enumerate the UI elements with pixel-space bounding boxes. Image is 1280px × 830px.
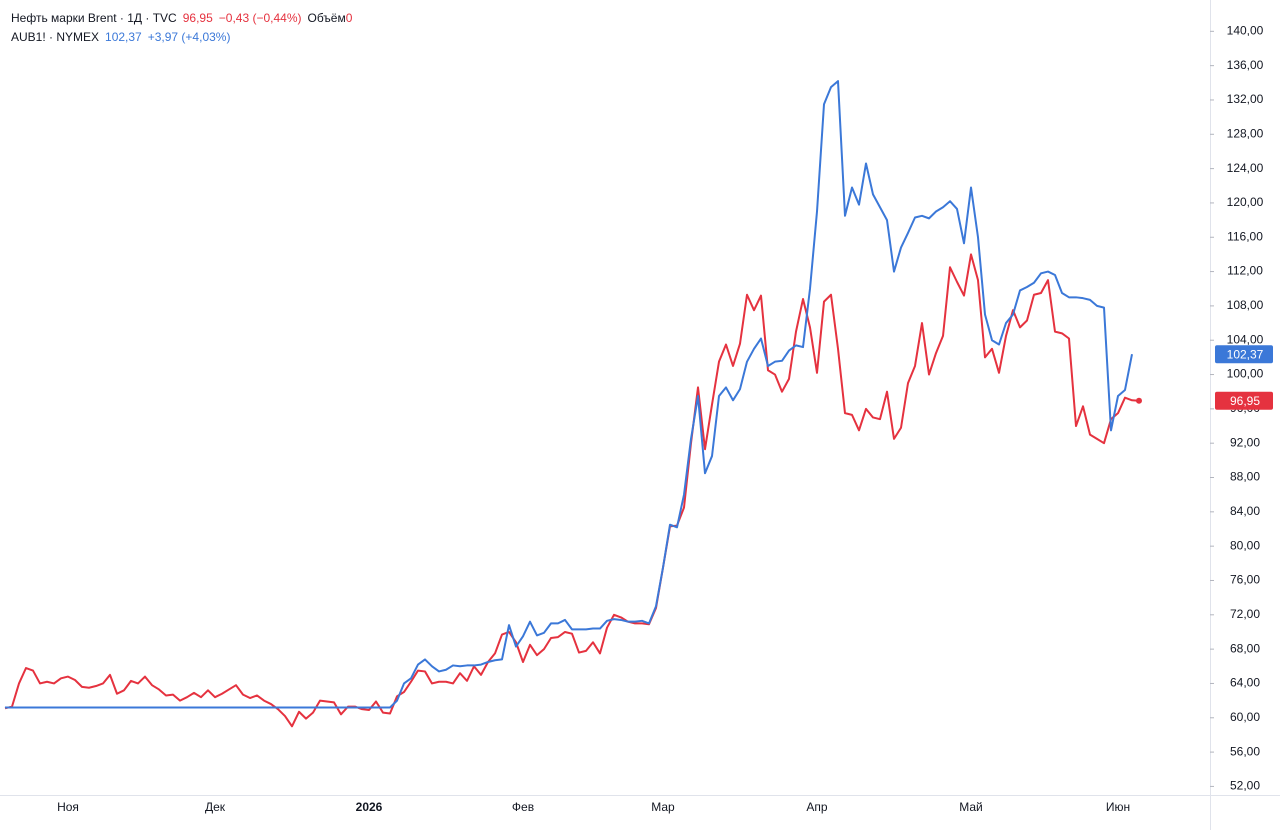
last-point	[1136, 397, 1142, 404]
y-tick-label: 108,00	[1227, 298, 1264, 312]
x-tick-label: Май	[959, 800, 983, 814]
y-tick-label: 80,00	[1230, 538, 1260, 552]
y-tick-label: 112,00	[1227, 264, 1263, 278]
x-tick-label: Апр	[806, 800, 828, 814]
legend-volume-value: 0	[345, 11, 353, 25]
series-line	[4, 253, 1140, 728]
series-line	[5, 80, 1133, 709]
axes: 52,00 56,00 60,00 64,00 68,00 72,00 76,00 80,00…	[57, 23, 1273, 814]
x-tick-label: 2026	[356, 800, 383, 814]
y-tick-label: 84,00	[1230, 504, 1260, 518]
y-tick-label: 120,00	[1227, 195, 1264, 209]
y-tick-label: 100,00	[1227, 367, 1264, 381]
price-badge	[1215, 345, 1273, 364]
x-tick-label: Ноя	[57, 800, 79, 814]
y-tick-label: 128,00	[1227, 126, 1264, 140]
price-badge-label: 96,95	[1230, 394, 1260, 408]
x-tick-label: Фев	[512, 800, 534, 814]
y-tick-label: 64,00	[1230, 676, 1260, 690]
y-tick-label: 116,00	[1227, 229, 1263, 243]
y-tick-label: 104,00	[1227, 332, 1264, 346]
y-tick-label: 56,00	[1230, 744, 1260, 758]
y-tick-label: 68,00	[1230, 641, 1260, 655]
y-tick-label: 132,00	[1227, 92, 1264, 106]
legend-name: Нефть марки Brent · 1Д · TVC	[11, 11, 177, 25]
price-badge	[1215, 391, 1273, 410]
y-tick-label: 72,00	[1230, 607, 1260, 621]
legend-name: AUB1! · NYMEX	[11, 30, 100, 44]
legend-row: AUB1! · NYMEX 102,37 +3,97 (+4,03%)	[11, 30, 236, 44]
price-badge-label: 102,37	[1227, 347, 1264, 361]
y-tick-label: 140,00	[1227, 23, 1264, 37]
y-tick-label: 124,00	[1227, 161, 1264, 175]
y-tick-label: 136,00	[1227, 58, 1264, 72]
y-tick-label: 88,00	[1230, 470, 1260, 484]
legend-value: 96,95	[182, 11, 213, 25]
legend-value: 102,37	[105, 30, 142, 44]
legend-row: Нефть марки Brent · 1Д · TVC 96,95 −0,43 (…	[11, 11, 358, 25]
legend-change: +3,97 (+4,03%)	[147, 30, 231, 44]
y-tick-label: 92,00	[1230, 435, 1260, 449]
y-tick-label: 76,00	[1230, 573, 1260, 587]
y-tick-label: 60,00	[1230, 710, 1260, 724]
x-tick-label: Июн	[1106, 800, 1130, 814]
x-tick-label: Мар	[651, 800, 675, 814]
plot-area	[4, 80, 1142, 728]
legend-change: −0,43 (−0,44%)	[218, 11, 302, 25]
x-tick-label: Дек	[205, 800, 226, 814]
y-tick-label: 52,00	[1230, 779, 1260, 793]
legend-volume-label: Объём	[307, 11, 346, 25]
